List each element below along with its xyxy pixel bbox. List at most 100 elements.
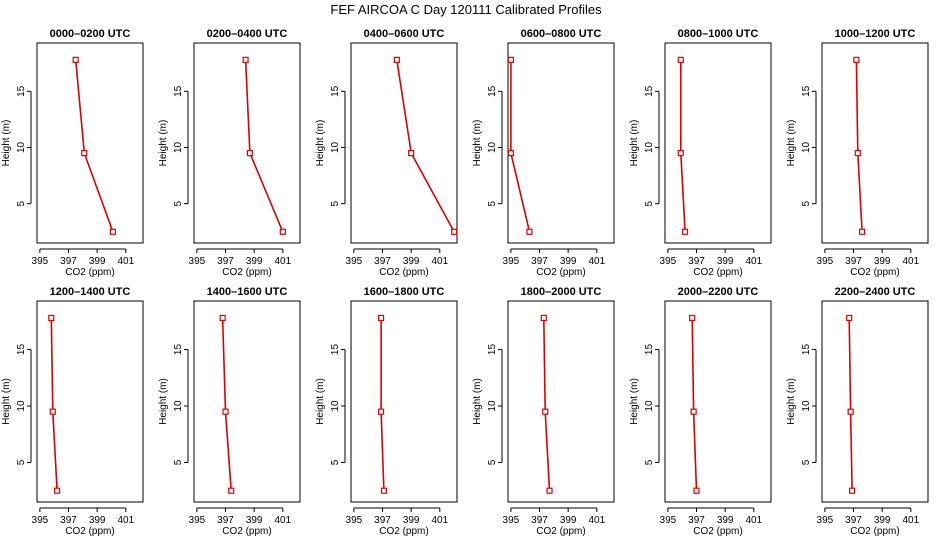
x-tick-label: 399 xyxy=(89,515,106,526)
y-axis-label: Height (m) xyxy=(786,120,797,167)
profile-line xyxy=(380,317,385,491)
panel-title: 0400–0600 UTC xyxy=(364,28,445,40)
y-tick-label: 10 xyxy=(801,141,812,153)
data-point xyxy=(451,228,458,235)
x-tick-label: 399 xyxy=(560,515,577,526)
y-tick-label: 15 xyxy=(16,344,27,356)
y-tick-label: 5 xyxy=(16,459,27,465)
x-axis-label: CO2 (ppm) xyxy=(65,526,114,537)
y-axis-label: Height (m) xyxy=(315,120,326,167)
profile-line xyxy=(855,59,863,232)
data-point xyxy=(526,228,533,235)
data-point xyxy=(859,228,866,235)
data-point xyxy=(689,314,696,322)
y-tick-label: 15 xyxy=(644,85,655,97)
data-point xyxy=(681,228,689,235)
data-point xyxy=(847,408,854,415)
data-point xyxy=(853,56,860,63)
y-axis-label: Height (m) xyxy=(786,378,797,425)
y-axis-label: Height (m) xyxy=(1,378,12,425)
x-axis-label: CO2 (ppm) xyxy=(222,267,271,278)
data-point xyxy=(377,408,385,415)
data-point xyxy=(279,228,286,235)
plot-frame xyxy=(821,42,929,244)
y-tick-label: 15 xyxy=(173,85,184,97)
data-point xyxy=(546,487,553,494)
x-axis-label: CO2 (ppm) xyxy=(379,267,428,278)
x-tick-label: 401 xyxy=(588,515,605,526)
profile-line xyxy=(510,59,531,232)
y-tick-label: 10 xyxy=(487,141,498,153)
x-tick-label: 399 xyxy=(246,256,263,267)
plot-frame xyxy=(507,300,615,503)
y-tick-label: 5 xyxy=(644,459,655,465)
x-tick-label: 395 xyxy=(503,515,520,526)
y-tick-label: 5 xyxy=(487,459,498,465)
data-point xyxy=(677,150,684,157)
data-point xyxy=(846,314,853,322)
x-axis-label: CO2 (ppm) xyxy=(379,526,428,537)
x-tick-label: 401 xyxy=(274,515,291,526)
data-point xyxy=(380,487,388,494)
x-axis-label: CO2 (ppm) xyxy=(693,526,742,537)
panel-title: 1000–1200 UTC xyxy=(835,28,916,40)
data-point xyxy=(242,56,249,63)
panel-title: 2200–2400 UTC xyxy=(835,286,916,298)
panel-title: 0000–0200 UTC xyxy=(50,28,131,40)
data-point xyxy=(542,408,549,415)
data-point xyxy=(408,150,415,157)
profile-line xyxy=(244,59,284,233)
x-tick-label: 397 xyxy=(531,256,548,267)
x-tick-label: 397 xyxy=(531,515,548,526)
data-point xyxy=(219,314,226,322)
x-tick-label: 397 xyxy=(374,256,391,267)
x-tick-label: 395 xyxy=(346,256,363,267)
y-tick-label: 10 xyxy=(330,141,341,153)
data-point xyxy=(81,150,88,157)
x-tick-label: 401 xyxy=(431,256,448,267)
x-tick-label: 397 xyxy=(688,515,705,526)
x-tick-label: 401 xyxy=(745,515,762,526)
y-tick-label: 15 xyxy=(801,344,812,356)
plot-frame xyxy=(36,42,144,244)
x-tick-label: 401 xyxy=(745,256,762,267)
plot-frame xyxy=(36,300,144,503)
y-tick-label: 5 xyxy=(16,200,27,206)
data-point xyxy=(48,314,55,322)
data-point xyxy=(507,150,514,157)
x-axis-label: CO2 (ppm) xyxy=(65,267,114,278)
y-tick-label: 5 xyxy=(487,200,498,206)
panel-title: 1800–2000 UTC xyxy=(521,286,602,298)
x-axis-label: CO2 (ppm) xyxy=(850,526,899,537)
x-tick-label: 401 xyxy=(588,256,605,267)
x-tick-label: 401 xyxy=(117,256,134,267)
data-point xyxy=(854,150,861,157)
panel-title: 0200–0400 UTC xyxy=(207,28,288,40)
y-tick-label: 10 xyxy=(16,400,27,412)
x-tick-label: 395 xyxy=(189,256,206,267)
data-point xyxy=(848,487,856,494)
x-tick-label: 401 xyxy=(431,515,448,526)
data-point xyxy=(690,408,697,415)
profile-line xyxy=(221,317,232,491)
x-tick-label: 397 xyxy=(374,515,391,526)
x-tick-label: 401 xyxy=(117,515,134,526)
y-tick-label: 15 xyxy=(487,85,498,97)
x-tick-label: 397 xyxy=(217,256,234,267)
plot-frame xyxy=(664,300,772,503)
panel-title: 1200–1400 UTC xyxy=(50,286,131,298)
x-tick-label: 395 xyxy=(817,515,834,526)
x-tick-label: 395 xyxy=(503,256,520,267)
data-point xyxy=(228,487,235,494)
x-tick-label: 399 xyxy=(560,256,577,267)
y-tick-label: 10 xyxy=(644,400,655,412)
x-tick-label: 399 xyxy=(246,515,263,526)
plot-frame xyxy=(350,42,458,244)
